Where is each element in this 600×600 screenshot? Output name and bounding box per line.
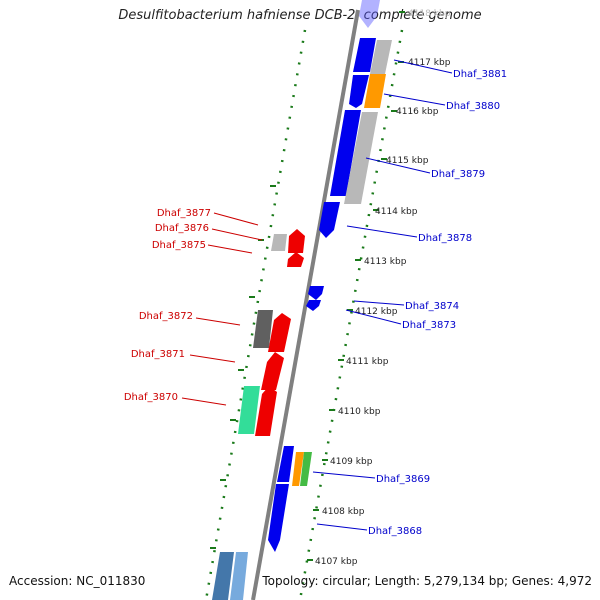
scale-label: 4113 kbp xyxy=(364,257,407,267)
gene-label-dhaf-3870[interactable]: Dhaf_3870 xyxy=(124,392,178,403)
accession-text: Accession: NC_011830 xyxy=(9,574,146,588)
gene-label-dhaf-3878[interactable]: Dhaf_3878 xyxy=(418,233,472,244)
map-title: Desulfitobacterium hafniense DCB-2, comp… xyxy=(118,8,482,23)
forward-features xyxy=(268,0,392,552)
gene-feature xyxy=(271,234,287,251)
gene-label-dhaf-3869[interactable]: Dhaf_3869 xyxy=(376,474,430,485)
scale-label: 4112 kbp xyxy=(355,307,398,317)
gene-feature xyxy=(370,40,392,74)
gene-feature xyxy=(344,112,378,204)
gene-feature xyxy=(300,452,312,486)
gene-feature xyxy=(288,229,305,253)
gene-label-dhaf-3877[interactable]: Dhaf_3877 xyxy=(157,208,211,219)
gene-feature xyxy=(268,313,291,352)
gene-feature xyxy=(261,352,284,390)
gene-feature xyxy=(277,446,294,482)
left-leaders xyxy=(181,212,263,406)
scale-label: 4111 kbp xyxy=(346,357,389,367)
gene-feature xyxy=(230,552,248,600)
scale-label: 4117 kbp xyxy=(408,58,451,68)
gene-feature xyxy=(212,552,234,600)
gene-label-dhaf-3881[interactable]: Dhaf_3881 xyxy=(453,69,507,80)
topology-text: Topology: circular; Length: 5,279,134 bp… xyxy=(262,574,592,588)
genome-backbone xyxy=(251,9,360,600)
gene-feature xyxy=(268,484,289,552)
gene-feature xyxy=(308,286,324,300)
gene-label-dhaf-3873[interactable]: Dhaf_3873 xyxy=(402,320,456,331)
gene-feature xyxy=(292,452,304,486)
gene-label-dhaf-3874[interactable]: Dhaf_3874 xyxy=(405,301,459,312)
scale-label: 4108 kbp xyxy=(322,507,365,517)
gene-feature xyxy=(255,386,277,436)
gene-feature xyxy=(253,310,273,348)
gene-label-dhaf-3880[interactable]: Dhaf_3880 xyxy=(446,101,500,112)
scale-label: 4109 kbp xyxy=(330,457,373,467)
scale-ticks xyxy=(210,11,405,561)
gene-label-dhaf-3868[interactable]: Dhaf_3868 xyxy=(368,526,422,537)
scale-label: 4110 kbp xyxy=(338,407,381,417)
scale-label: 4114 kbp xyxy=(375,207,418,217)
gene-feature xyxy=(319,202,340,238)
gene-label-dhaf-3879[interactable]: Dhaf_3879 xyxy=(431,169,485,180)
gene-feature xyxy=(353,38,376,72)
gene-label-dhaf-3875[interactable]: Dhaf_3875 xyxy=(152,240,206,251)
scale-label: 4116 kbp xyxy=(396,107,439,117)
right-leaders xyxy=(312,59,453,531)
scale-label: 4118 kbp xyxy=(408,9,451,19)
scale-label: 4107 kbp xyxy=(315,557,358,567)
gene-feature xyxy=(238,386,260,434)
gene-label-dhaf-3872[interactable]: Dhaf_3872 xyxy=(139,311,193,322)
gene-feature xyxy=(359,0,380,28)
gene-feature xyxy=(364,74,386,108)
gene-label-dhaf-3876[interactable]: Dhaf_3876 xyxy=(155,223,209,234)
gene-feature xyxy=(306,300,321,311)
gene-feature xyxy=(330,110,361,196)
inner-tick-track xyxy=(204,29,307,600)
reverse-features xyxy=(212,229,305,600)
gene-label-dhaf-3871[interactable]: Dhaf_3871 xyxy=(131,349,185,360)
scale-label: 4115 kbp xyxy=(386,156,429,166)
gene-feature xyxy=(287,252,304,267)
gene-feature xyxy=(349,75,369,108)
